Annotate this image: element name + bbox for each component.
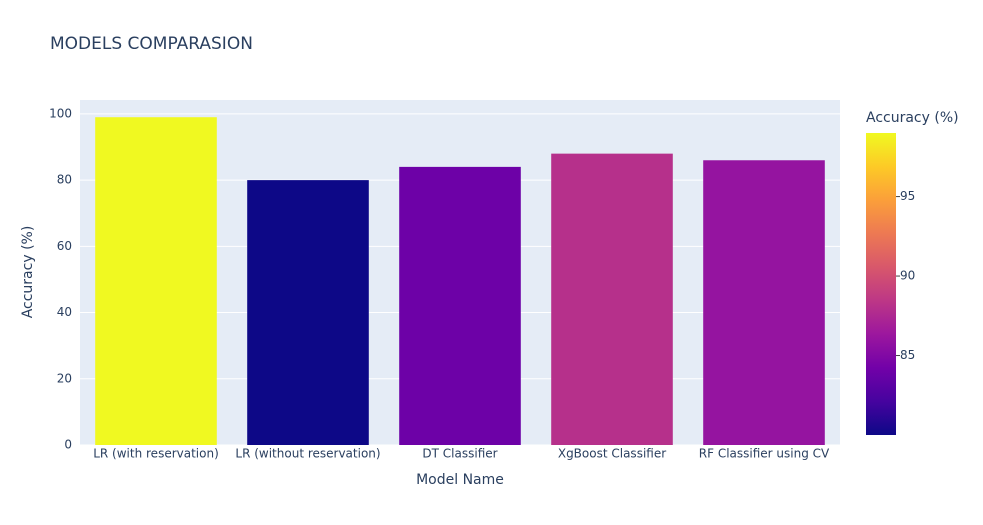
y-tick-label: 80	[57, 173, 72, 187]
chart-title: MODELS COMPARASION	[50, 34, 253, 54]
x-tick-label: LR (without reservation)	[235, 447, 380, 461]
colorbar-tick-label: 90	[900, 269, 915, 283]
x-tick-label: LR (with reservation)	[93, 447, 219, 461]
bar	[703, 160, 825, 446]
y-axis-title: Accuracy (%)	[20, 226, 36, 319]
x-axis-title: Model Name	[416, 472, 504, 488]
colorbar-tick-label: 95	[900, 189, 915, 203]
y-tick-label: 40	[57, 305, 72, 319]
colorbar-tick-label: 85	[900, 348, 915, 362]
bar	[551, 153, 673, 445]
bar	[399, 166, 521, 446]
y-tick-label: 20	[57, 371, 72, 385]
colorbar	[866, 133, 896, 435]
x-tick-label: XgBoost Classifier	[558, 447, 666, 461]
y-tick-label: 0	[64, 438, 72, 452]
bar	[95, 117, 217, 445]
x-tick-label: RF Classifier using CV	[699, 447, 830, 461]
y-tick-label: 100	[49, 106, 72, 120]
y-tick-label: 60	[57, 239, 72, 253]
x-tick-label: DT Classifier	[422, 447, 497, 461]
bar	[247, 180, 369, 445]
colorbar-title: Accuracy (%)	[866, 110, 959, 126]
